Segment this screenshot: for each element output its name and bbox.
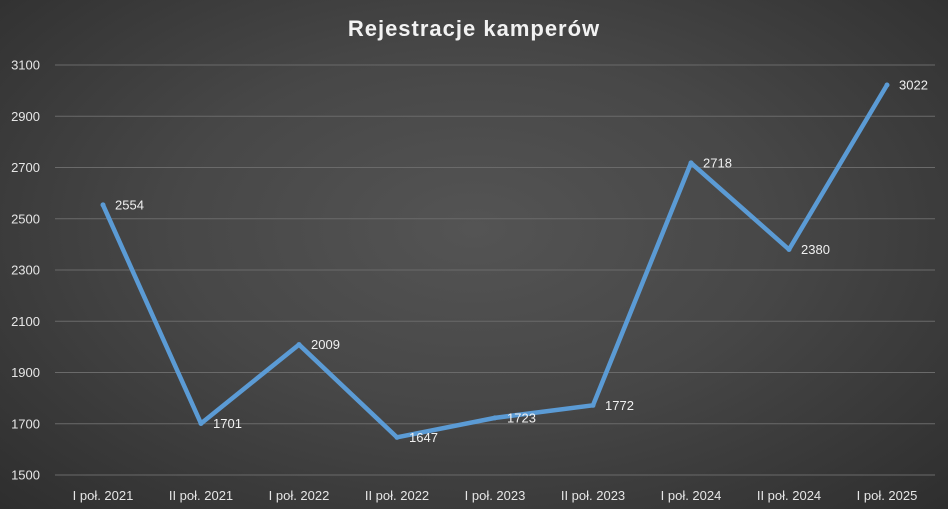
y-tick-label: 2700 (11, 160, 40, 175)
y-tick-label: 2100 (11, 314, 40, 329)
chart-title: Rejestracje kamperów (348, 16, 600, 41)
x-tick-label: I poł. 2024 (661, 488, 722, 503)
x-tick-label: I poł. 2023 (465, 488, 526, 503)
y-tick-label: 1700 (11, 416, 40, 431)
y-tick-label: 2500 (11, 211, 40, 226)
y-tick-label: 1900 (11, 365, 40, 380)
data-point (296, 342, 302, 348)
x-tick-label: II poł. 2024 (757, 488, 821, 503)
data-point (590, 402, 596, 408)
data-point (100, 202, 106, 208)
y-tick-label: 2900 (11, 109, 40, 124)
data-label: 2380 (801, 242, 830, 257)
y-tick-label: 3100 (11, 58, 40, 73)
data-label: 2009 (311, 337, 340, 352)
label-layer: 2554 1701 2009 1647 1723 1772 2718 2380 3022 (115, 77, 928, 444)
data-point (492, 415, 498, 421)
data-point (688, 160, 694, 166)
grid-layer (55, 64, 935, 476)
x-tick-label: I poł. 2021 (73, 488, 134, 503)
x-tick-label: II poł. 2021 (169, 488, 233, 503)
data-point (884, 82, 890, 88)
data-point (198, 420, 204, 426)
axis-layer: 1500 1700 1900 2100 2300 2500 2700 2900 3100 I po… (11, 58, 917, 504)
series-line (100, 82, 890, 440)
y-tick-label: 1500 (11, 468, 40, 483)
data-label: 1772 (605, 398, 634, 413)
y-tick-label: 2300 (11, 263, 40, 278)
x-tick-label: II poł. 2022 (365, 488, 429, 503)
data-label: 2718 (703, 155, 732, 170)
series-layer (100, 82, 890, 440)
data-label: 2554 (115, 197, 144, 212)
x-tick-label: I poł. 2025 (857, 488, 918, 503)
data-label: 1701 (213, 416, 242, 431)
x-tick-label: II poł. 2023 (561, 488, 625, 503)
data-point (394, 434, 400, 440)
x-tick-label: I poł. 2022 (269, 488, 330, 503)
data-label: 1647 (409, 430, 438, 445)
data-label: 1723 (507, 410, 536, 425)
data-point (786, 247, 792, 252)
data-label: 3022 (899, 77, 928, 92)
